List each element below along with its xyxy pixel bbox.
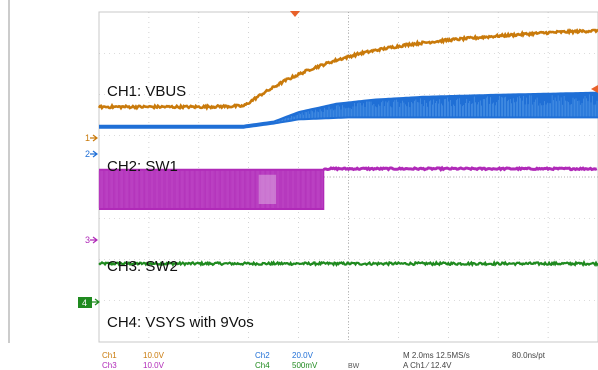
grid: [99, 12, 598, 342]
ch4-readout-name: Ch4: [255, 361, 270, 370]
timebase-readout: M 2.0ms 12.5MS/s: [403, 351, 470, 360]
svg-text:3: 3: [85, 235, 90, 245]
ch2-switching-edges: [274, 94, 598, 123]
ch2-label: CH2: SW1: [107, 158, 178, 175]
ch4-trace: [98, 259, 598, 268]
svg-text:4: 4: [82, 298, 87, 308]
trigger-position-icon: [290, 11, 300, 17]
ch3-label: CH3: SW2: [107, 258, 178, 275]
ch3-ground-marker: 3: [85, 235, 98, 245]
ch2-readout-scale: 20.0V: [292, 351, 314, 360]
ch4-ground-marker: 4: [78, 297, 100, 308]
scope-readout: Ch1 10.0V Ch3 10.0V Ch2 20.0V Ch4 500mV …: [102, 351, 546, 370]
svg-text:2: 2: [85, 149, 90, 159]
ch4-readout-scale: 500mV: [292, 361, 318, 370]
ch1-label: CH1: VBUS: [107, 83, 186, 100]
bandwidth-indicator: BW: [348, 363, 360, 370]
ch3-trace-high: [323, 165, 598, 173]
ch1-trace: [97, 28, 598, 111]
ch3-readout-name: Ch3: [102, 361, 117, 370]
ch1-readout-scale: 10.0V: [143, 351, 165, 360]
traces: [97, 28, 598, 268]
ch3-highlight: [258, 174, 277, 204]
trigger-level-icon: [591, 85, 598, 93]
sample-interval-readout: 80.0ns/pt: [512, 351, 546, 360]
svg-text:1: 1: [85, 133, 90, 143]
ch3-readout-scale: 10.0V: [143, 361, 165, 370]
ch4-label: CH4: VSYS with 9Vos: [107, 314, 254, 331]
ch2-ground-marker: 2: [85, 149, 98, 159]
ch1-ground-marker: 1: [85, 133, 98, 143]
ch2-readout-name: Ch2: [255, 351, 270, 360]
ch1-readout-name: Ch1: [102, 351, 117, 360]
trigger-readout: A Ch1 ⁄ 12.4V: [403, 361, 452, 370]
